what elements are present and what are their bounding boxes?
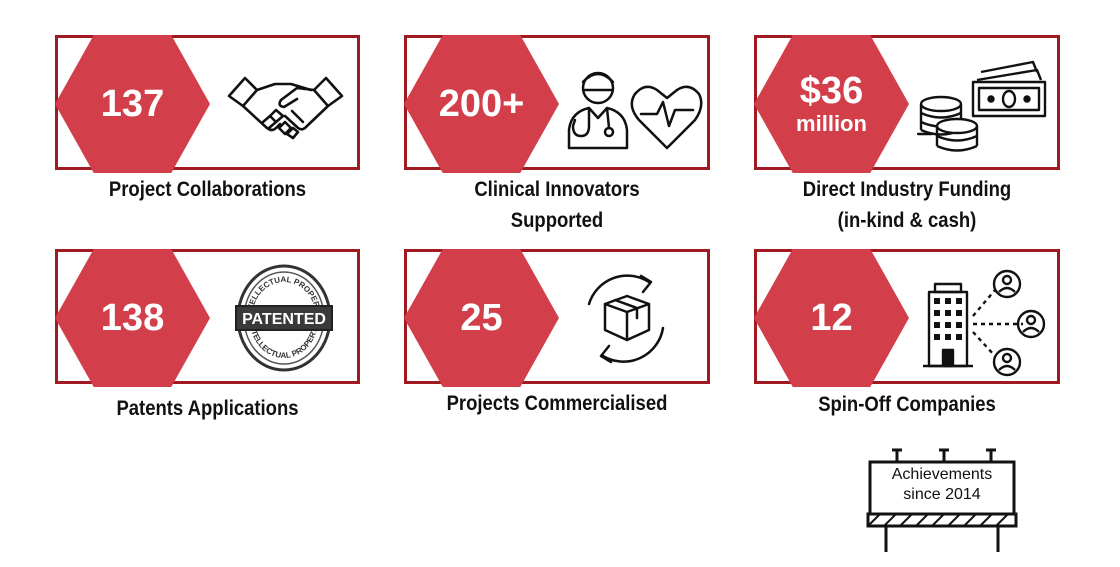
stat-value: 137 xyxy=(100,83,165,125)
clinician-heart-icon xyxy=(567,71,703,150)
money-coins-icon xyxy=(917,60,1047,152)
achievements-billboard: Achievements since 2014 xyxy=(862,448,1022,554)
stat-hexagon: 12 xyxy=(754,249,909,387)
stat-value-unit: million xyxy=(796,110,867,136)
stat-value: 25 xyxy=(460,297,503,339)
building-network-icon xyxy=(923,269,1046,377)
box-cycle-icon xyxy=(587,274,665,364)
stat-card-industry-funding: $36 million xyxy=(754,35,1060,173)
stat-hexagon: 25 xyxy=(404,249,559,387)
stat-value: $36 xyxy=(799,69,864,112)
stat-label: Clinical Innovators Supported xyxy=(474,178,640,232)
patented-stamp-icon: INTELLECTUAL PROPERTY INTELLECTUAL PROPE… xyxy=(235,264,333,372)
stat-label: Patents Applications xyxy=(116,397,299,420)
handshake-icon xyxy=(227,76,344,140)
stat-card-commercialised: 25 xyxy=(404,249,710,387)
stat-card-collaborations: 137 xyxy=(55,35,360,173)
stat-label: Spin-Off Companies xyxy=(818,393,996,416)
stat-hexagon: $36 million xyxy=(754,35,909,173)
billboard-text: Achievements since 2014 xyxy=(891,466,993,503)
stat-value: 12 xyxy=(810,297,853,339)
stat-label: Direct Industry Funding (in-kind & cash) xyxy=(802,178,1012,232)
stat-hexagon: 200+ xyxy=(404,35,559,173)
stat-label: Projects Commercialised xyxy=(446,392,668,415)
stat-value: 138 xyxy=(100,297,165,339)
stat-hexagon: 138 xyxy=(55,249,210,387)
billboard-frame xyxy=(866,448,1018,552)
stat-hexagon: 137 xyxy=(55,35,210,173)
stat-card-spinoffs: 12 xyxy=(754,249,1060,387)
stat-value: 200+ xyxy=(438,83,525,125)
stat-label: Project Collaborations xyxy=(108,178,307,201)
stat-card-patents: 138 INTELLECTUAL PROPERTY INTELLECTUAL P… xyxy=(55,249,360,387)
stamp-main-text: PATENTED xyxy=(242,311,326,328)
stat-card-clinical-innovators: 200+ xyxy=(404,35,710,173)
